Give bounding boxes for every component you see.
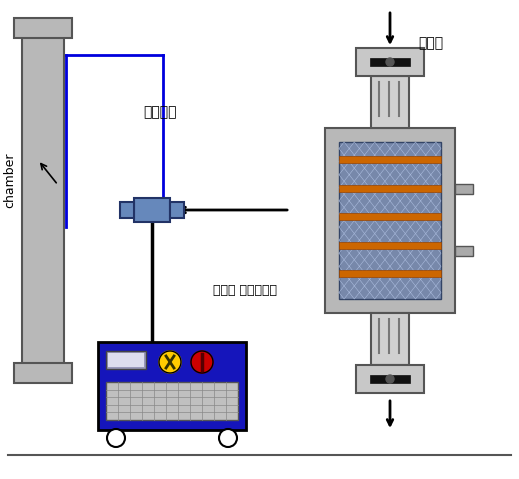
Circle shape: [386, 58, 394, 66]
Circle shape: [219, 429, 237, 447]
Bar: [120, 202, 134, 218]
Bar: [356, 48, 424, 76]
Bar: [339, 185, 441, 192]
Bar: [371, 76, 409, 128]
Bar: [455, 246, 473, 256]
Circle shape: [191, 351, 213, 373]
Bar: [106, 351, 146, 369]
Bar: [106, 382, 238, 420]
Circle shape: [386, 375, 394, 383]
Bar: [22, 33, 64, 368]
Bar: [14, 363, 72, 383]
Bar: [134, 198, 170, 222]
Bar: [170, 202, 184, 218]
Bar: [370, 375, 410, 383]
Bar: [325, 128, 455, 313]
Text: 열교환기: 열교환기: [143, 105, 177, 119]
Bar: [108, 353, 144, 367]
Text: chamber: chamber: [4, 152, 17, 208]
Bar: [98, 342, 246, 430]
Bar: [455, 184, 473, 194]
Text: 순환팬: 순환팬: [418, 36, 443, 50]
Bar: [356, 365, 424, 393]
Bar: [339, 271, 441, 277]
Bar: [371, 313, 409, 365]
Circle shape: [159, 351, 181, 373]
Bar: [370, 58, 410, 66]
Bar: [339, 156, 441, 163]
Circle shape: [107, 429, 125, 447]
Bar: [339, 142, 441, 299]
Bar: [14, 18, 72, 38]
Text: 냉등부 제어시스템: 냉등부 제어시스템: [213, 284, 277, 297]
Bar: [339, 242, 441, 249]
Bar: [339, 213, 441, 220]
